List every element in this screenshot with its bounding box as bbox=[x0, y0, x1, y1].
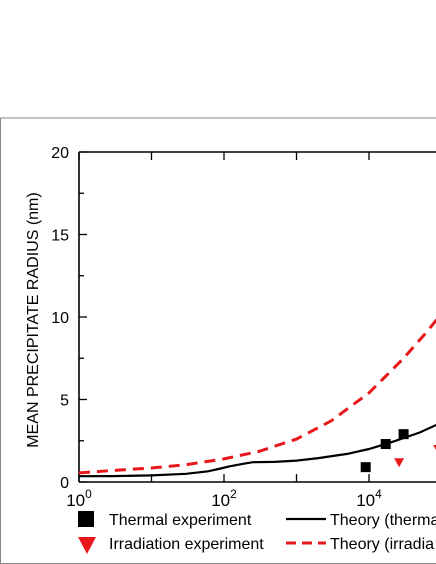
y-tick-label: 20 bbox=[51, 145, 69, 162]
y-tick-label: 5 bbox=[60, 393, 69, 410]
y-axis-label: MEAN PRECIPITATE RADIUS (nm) bbox=[25, 192, 42, 447]
tick-labels: 0 5 10 15 20 100 102 104 bbox=[51, 145, 382, 510]
legend-label: Thermal experiment bbox=[109, 512, 252, 529]
data-point-square bbox=[398, 429, 409, 440]
y-tick-label: 15 bbox=[51, 228, 69, 245]
series-line-3 bbox=[78, 318, 436, 475]
data-point-triangle bbox=[394, 458, 405, 468]
tick-marks bbox=[78, 151, 370, 483]
series-layer bbox=[78, 318, 436, 478]
legend: Thermal experiment Irradiation experiment… bbox=[78, 511, 436, 554]
data-point-square bbox=[360, 462, 371, 473]
legend-marker-square bbox=[78, 511, 94, 527]
x-tick-label: 104 bbox=[356, 487, 382, 510]
x-tick-label: 100 bbox=[66, 487, 92, 510]
series-line-2 bbox=[78, 423, 436, 478]
data-point-triangle bbox=[433, 445, 436, 451]
legend-label: Theory (irradia bbox=[330, 536, 434, 553]
legend-label: Irradiation experiment bbox=[109, 536, 264, 553]
legend-marker-triangle bbox=[78, 537, 96, 554]
x-tick-label: 102 bbox=[211, 487, 237, 510]
y-tick-label: 0 bbox=[60, 475, 69, 492]
y-tick-label: 10 bbox=[51, 310, 69, 327]
legend-label: Theory (therma bbox=[330, 512, 436, 529]
